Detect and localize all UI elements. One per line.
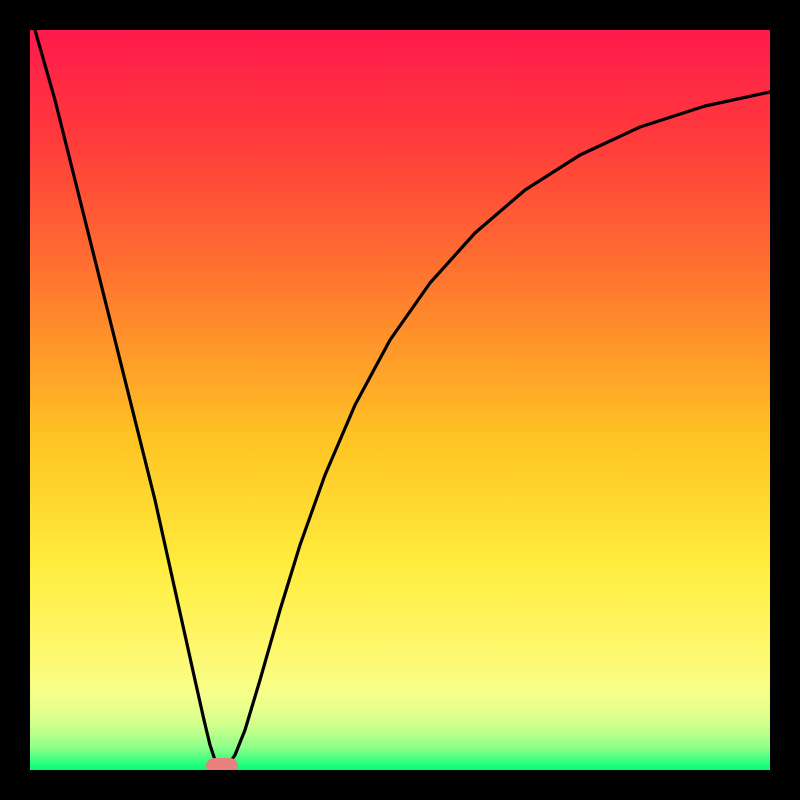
optimum-marker xyxy=(206,758,238,770)
plot-area xyxy=(30,30,770,770)
bottleneck-curve xyxy=(30,30,770,770)
